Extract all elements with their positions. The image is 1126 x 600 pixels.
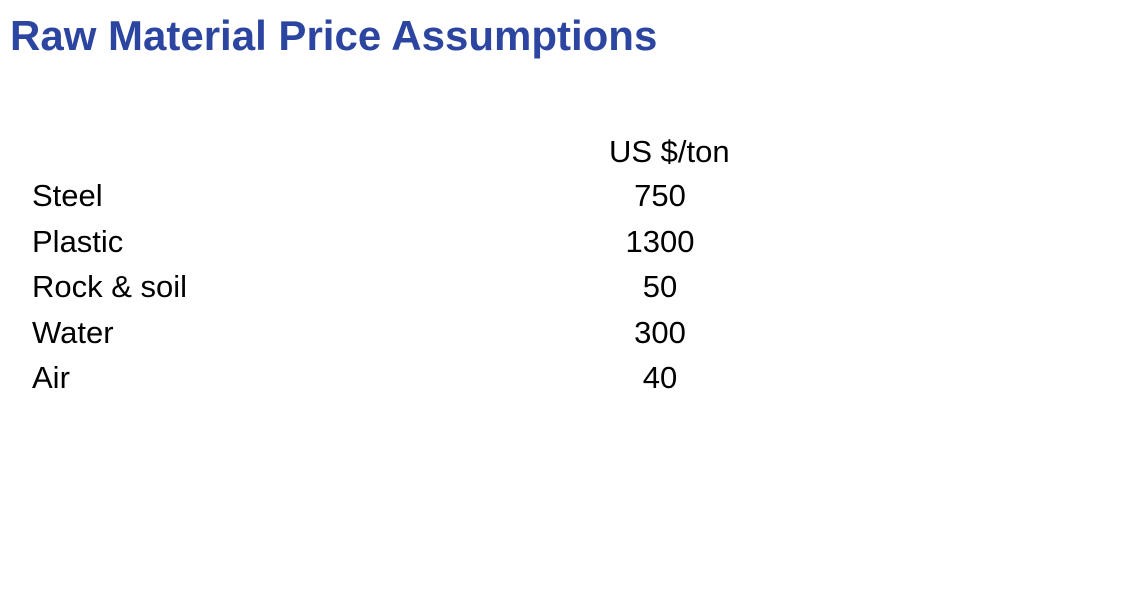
material-price: 300: [634, 314, 686, 350]
material-price: 1300: [625, 223, 695, 259]
table-row-plastic: Plastic 1300: [0, 222, 1126, 268]
material-label: Air: [32, 360, 70, 395]
page-title: Raw Material Price Assumptions: [10, 12, 658, 59]
table-row-air: Air 40: [0, 358, 1126, 404]
table-row-steel: Steel 750: [0, 176, 1126, 222]
material-label: Plastic: [32, 223, 124, 259]
table-row-rock-soil: Rock & soil 50: [0, 267, 1126, 313]
price-table: Steel 750 Plastic 1300 Rock & soil 50 Wa…: [0, 176, 1126, 404]
material-price: 750: [634, 178, 686, 213]
unit-column-header: US $/ton: [609, 134, 730, 169]
material-price: 50: [642, 269, 678, 304]
material-label: Steel: [32, 178, 103, 213]
material-label: Rock & soil: [32, 269, 188, 304]
table-row-water: Water 300: [0, 313, 1126, 359]
material-price: 40: [642, 360, 678, 395]
material-label: Water: [32, 314, 114, 350]
